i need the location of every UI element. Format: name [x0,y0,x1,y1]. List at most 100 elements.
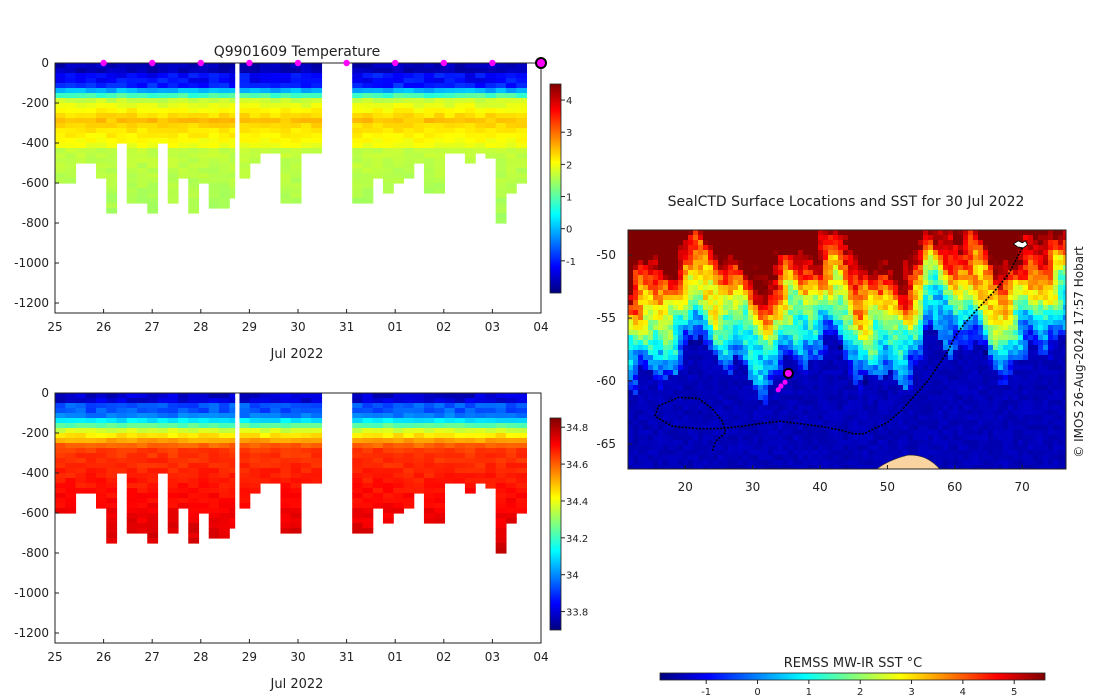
x-tick-label: 29 [242,320,257,334]
section-cell [75,423,87,429]
sst-cell [958,380,964,386]
sst-cell [733,255,739,261]
sst-cell [648,315,654,321]
section-cell [290,98,302,104]
section-cell [95,418,107,424]
section-cell [136,478,148,484]
sst-cell [713,380,719,386]
section-cell [270,88,282,94]
sst-cell [963,255,969,261]
section-cell [464,138,476,144]
section-cell [290,168,302,174]
sst-cell [983,335,989,341]
sst-cell [988,365,994,371]
section-cell [475,443,487,449]
sst-cell [1038,365,1044,371]
section-cell [259,433,271,439]
sst-cell [823,275,829,281]
section-cell [177,483,189,489]
sst-cell [878,295,884,301]
sst-cell [653,340,659,346]
sst-cell [933,235,939,241]
sst-cell [983,330,989,336]
section-cell [434,443,446,449]
section-cell [208,173,220,179]
sst-cell [833,330,839,336]
sst-cell [763,325,769,331]
section-cell [290,103,302,109]
sst-cell [1028,335,1034,341]
sst-cell [798,255,804,261]
section-cell [106,78,118,84]
sst-cell [728,250,734,256]
sst-cell [1033,260,1039,266]
section-cell [423,153,435,159]
section-cell [454,438,466,444]
section-cell [229,438,236,444]
section-cell [249,98,261,104]
sst-cell [628,270,634,276]
sst-cell [1013,335,1019,341]
sst-cell [828,295,834,301]
sst-cell [848,325,854,331]
section-cell [239,168,251,174]
section-cell [434,83,446,89]
section-cell [403,63,415,69]
sst-cell [828,270,834,276]
section-cell [208,523,220,529]
sst-cell [733,275,739,281]
sst-cell [953,305,959,311]
sst-cell [683,325,689,331]
section-cell [495,208,507,214]
section-cell [218,158,230,164]
sst-cell [1023,265,1029,271]
section-cell [116,418,128,424]
sst-cell [1013,250,1019,256]
section-cell [75,408,87,414]
sst-cell [988,285,994,291]
section-cell [290,143,302,149]
sst-cell [988,360,994,366]
sst-cell [658,275,664,281]
sst-cell [678,350,684,356]
sst-cell [673,355,679,361]
section-cell [177,148,189,154]
section-cell [95,113,107,119]
section-cell [188,473,200,479]
section-cell [311,113,323,119]
section-cell [249,488,261,494]
x-tick-label: 29 [242,650,257,664]
sst-cell [718,350,724,356]
section-cell [454,88,466,94]
sst-cell [628,380,634,386]
sst-cell [953,280,959,286]
sst-cell [838,370,844,376]
sst-cell [1033,235,1039,241]
section-cell [454,413,466,419]
sst-cell [803,370,809,376]
section-cell [464,488,476,494]
section-cell [413,488,425,494]
sst-cell [813,310,819,316]
surface-marker [246,59,253,67]
sst-cell [958,285,964,291]
section-cell [55,408,66,414]
section-cell [65,93,77,99]
section-cell [311,148,323,154]
section-cell [147,108,159,114]
sst-cell [1043,265,1049,271]
section-cell [362,108,374,114]
sst-cell [868,255,874,261]
sst-cell [923,265,929,271]
sst-cell [788,365,794,371]
section-cell [280,118,292,124]
section-cell [106,138,118,144]
section-cell [505,513,517,519]
sst-cell [813,370,819,376]
sst-cell [788,240,794,246]
section-cell [106,478,118,484]
section-cell [75,153,87,159]
section-cell [167,418,179,424]
sst-cell [833,285,839,291]
section-cell [218,153,230,159]
